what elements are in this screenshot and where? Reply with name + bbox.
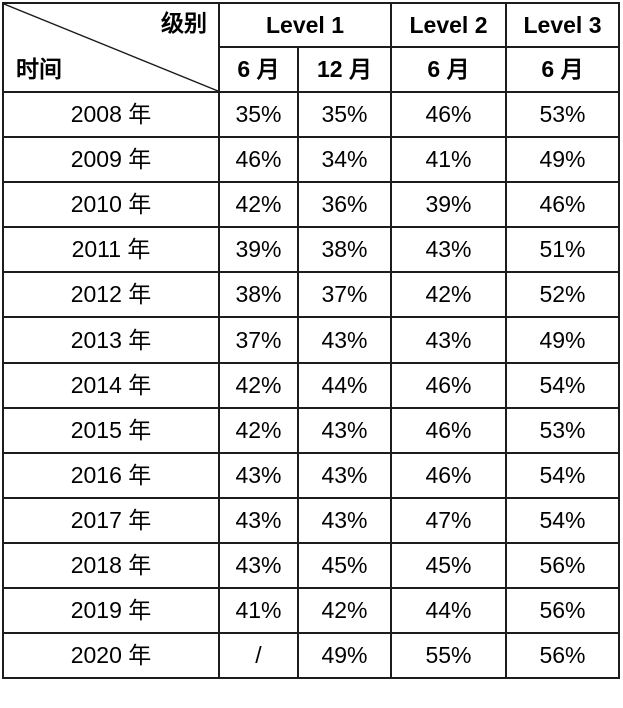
- value-cell: 43%: [390, 316, 507, 364]
- value-cell: 43%: [297, 406, 392, 454]
- table-row-2012: 2012 年 38% 37% 42% 52%: [2, 271, 620, 319]
- year-cell: 2019 年: [2, 587, 220, 635]
- table-row-2018: 2018 年 43% 45% 45% 56%: [2, 541, 620, 590]
- value-cell: 54%: [505, 496, 620, 544]
- table-row-2010: 2010 年 42% 36% 39% 46%: [2, 181, 620, 229]
- value-cell: 55%: [390, 632, 507, 680]
- value-cell: 35%: [297, 90, 392, 139]
- value-cell: 42%: [218, 361, 299, 409]
- value-cell: 46%: [218, 136, 299, 184]
- year-cell: 2016 年: [2, 451, 220, 499]
- year-cell: 2015 年: [2, 406, 220, 454]
- year-cell: 2009 年: [2, 136, 220, 184]
- diagonal-line: [4, 4, 218, 91]
- subheader-level2-june: 6 月: [390, 46, 507, 93]
- table-row-2011: 2011 年 39% 38% 43% 51%: [2, 226, 620, 274]
- value-cell: 46%: [390, 90, 507, 139]
- value-cell: 43%: [218, 496, 299, 544]
- value-cell: 45%: [297, 541, 392, 590]
- table-row-2017: 2017 年 43% 43% 47% 54%: [2, 496, 620, 544]
- value-cell: 51%: [505, 226, 620, 274]
- year-cell: 2010 年: [2, 181, 220, 229]
- value-cell: 49%: [505, 136, 620, 184]
- value-cell: 47%: [390, 496, 507, 544]
- value-cell: 38%: [218, 271, 299, 319]
- value-cell: 52%: [505, 271, 620, 319]
- value-cell: 37%: [218, 316, 299, 364]
- value-cell: 41%: [218, 587, 299, 635]
- value-cell: 49%: [505, 316, 620, 364]
- value-cell: /: [218, 632, 299, 680]
- value-cell: 46%: [390, 361, 507, 409]
- table-row-2008: 2008 年 35% 35% 46% 53%: [2, 90, 620, 139]
- value-cell: 42%: [218, 406, 299, 454]
- table-row-2019: 2019 年 41% 42% 44% 56%: [2, 587, 620, 635]
- subheader-level1-december: 12 月: [297, 46, 392, 93]
- table-row-2013: 2013 年 37% 43% 43% 49%: [2, 316, 620, 364]
- value-cell: 44%: [390, 587, 507, 635]
- value-cell: 42%: [390, 271, 507, 319]
- year-cell: 2011 年: [2, 226, 220, 274]
- table-row-2015: 2015 年 42% 43% 46% 53%: [2, 406, 620, 454]
- value-cell: 43%: [297, 451, 392, 499]
- value-cell: 43%: [297, 496, 392, 544]
- year-cell: 2017 年: [2, 496, 220, 544]
- value-cell: 37%: [297, 271, 392, 319]
- value-cell: 46%: [505, 181, 620, 229]
- table-row-2014: 2014 年 42% 44% 46% 54%: [2, 361, 620, 409]
- subheader-level1-june: 6 月: [218, 46, 299, 93]
- col-header-level3: Level 3: [505, 2, 620, 48]
- value-cell: 43%: [390, 226, 507, 274]
- corner-header-cell: 级别 时间: [2, 2, 220, 93]
- year-cell: 2008 年: [2, 90, 220, 139]
- value-cell: 54%: [505, 361, 620, 409]
- year-cell: 2014 年: [2, 361, 220, 409]
- col-header-level1: Level 1: [218, 2, 392, 48]
- table-row-2020: 2020 年 / 49% 55% 56%: [2, 632, 620, 680]
- value-cell: 39%: [390, 181, 507, 229]
- corner-label-level: 级别: [161, 10, 207, 36]
- pass-rate-table: 级别 时间 Level 1 Level 2 Level 3 6 月 12 月 6…: [2, 2, 620, 680]
- header-row-months: 6 月 12 月 6 月 6 月: [3, 46, 620, 93]
- table-row-2009: 2009 年 46% 34% 41% 49%: [2, 136, 620, 184]
- value-cell: 43%: [297, 316, 392, 364]
- value-cell: 34%: [297, 136, 392, 184]
- value-cell: 42%: [297, 587, 392, 635]
- subheader-level3-june: 6 月: [505, 46, 620, 93]
- value-cell: 43%: [218, 451, 299, 499]
- corner-label-time: 时间: [16, 56, 62, 82]
- year-cell: 2012 年: [2, 271, 220, 319]
- value-cell: 44%: [297, 361, 392, 409]
- value-cell: 56%: [505, 587, 620, 635]
- value-cell: 49%: [297, 632, 392, 680]
- value-cell: 53%: [505, 406, 620, 454]
- header-row-levels: 级别 时间 Level 1 Level 2 Level 3: [2, 2, 620, 93]
- value-cell: 54%: [505, 451, 620, 499]
- value-cell: 46%: [390, 406, 507, 454]
- value-cell: 38%: [297, 226, 392, 274]
- value-cell: 43%: [218, 541, 299, 590]
- value-cell: 41%: [390, 136, 507, 184]
- table-row-2016: 2016 年 43% 43% 46% 54%: [2, 451, 620, 499]
- value-cell: 45%: [390, 541, 507, 590]
- col-header-level2: Level 2: [390, 2, 507, 48]
- value-cell: 35%: [218, 90, 299, 139]
- value-cell: 46%: [390, 451, 507, 499]
- year-cell: 2020 年: [2, 632, 220, 680]
- year-cell: 2013 年: [2, 316, 220, 364]
- value-cell: 53%: [505, 90, 620, 139]
- year-cell: 2018 年: [2, 541, 220, 590]
- value-cell: 42%: [218, 181, 299, 229]
- value-cell: 56%: [505, 632, 620, 680]
- value-cell: 56%: [505, 541, 620, 590]
- value-cell: 36%: [297, 181, 392, 229]
- value-cell: 39%: [218, 226, 299, 274]
